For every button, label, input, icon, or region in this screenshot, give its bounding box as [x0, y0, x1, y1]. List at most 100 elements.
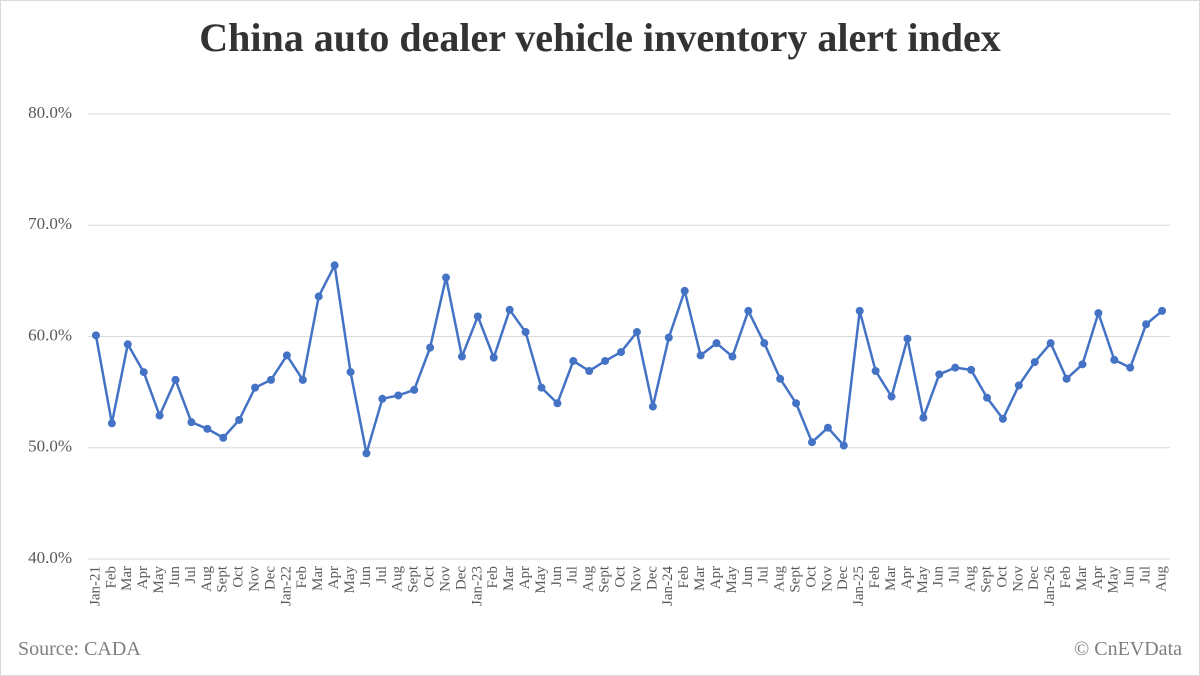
data-point: [426, 343, 435, 352]
x-tick-label: Apr: [899, 566, 915, 589]
data-point: [91, 331, 100, 340]
x-tick-label: Nov: [437, 566, 453, 592]
data-point: [1094, 309, 1103, 318]
data-point: [935, 370, 944, 379]
x-tick-label: Aug: [199, 566, 215, 592]
data-point: [394, 391, 403, 400]
data-point: [1046, 339, 1055, 348]
x-tick-label: Jan-22: [278, 566, 294, 606]
data-point: [505, 305, 514, 314]
x-tick-label: Jul: [947, 566, 963, 584]
data-point: [1142, 320, 1151, 329]
x-tick-label: Aug: [390, 566, 406, 592]
x-tick-label: Jul: [756, 566, 772, 584]
data-point: [219, 433, 228, 442]
x-tick-label: Mar: [883, 566, 899, 591]
x-tick-label: Oct: [422, 565, 438, 587]
x-tick-label: Jun: [167, 566, 183, 587]
data-point: [823, 423, 832, 432]
x-tick-label: Apr: [135, 566, 151, 589]
x-tick-label: Apr: [1090, 566, 1106, 589]
data-point: [282, 351, 291, 360]
x-tick-label: Oct: [994, 565, 1010, 587]
data-point: [442, 273, 451, 282]
data-point: [362, 449, 371, 458]
x-tick-label: Nov: [819, 566, 835, 592]
x-tick-label: Dec: [1026, 566, 1042, 590]
data-point: [903, 334, 912, 343]
data-point: [983, 393, 992, 402]
data-point: [107, 419, 116, 428]
x-tick-label: Feb: [1058, 566, 1074, 589]
x-tick-label: May: [342, 566, 358, 594]
x-tick-label: Mar: [692, 566, 708, 591]
data-point: [521, 328, 530, 337]
data-point: [489, 353, 498, 362]
x-tick-label: Sept: [597, 565, 613, 593]
x-tick-label: May: [1106, 566, 1122, 594]
credit: © CnEVData: [1074, 638, 1182, 660]
x-tick-label: Jan-24: [660, 566, 676, 606]
x-tick-label: Jul: [565, 566, 581, 584]
data-point: [585, 366, 594, 375]
data-point: [298, 375, 307, 384]
x-tick-label: Mar: [501, 566, 517, 591]
x-tick-label: Aug: [772, 566, 788, 592]
x-tick-label: Dec: [644, 566, 660, 590]
x-tick-label: Jun: [549, 566, 565, 587]
x-tick-label: Jun: [740, 566, 756, 587]
data-point: [696, 351, 705, 360]
x-tick-label: Mar: [119, 566, 135, 591]
x-tick-label: Jun: [1122, 566, 1138, 587]
x-tick-label: Jun: [358, 566, 374, 587]
x-tick-label: Aug: [1153, 566, 1169, 592]
data-point: [171, 375, 180, 384]
data-point: [760, 339, 769, 348]
data-point: [457, 352, 466, 361]
data-point: [744, 306, 753, 315]
data-point: [839, 441, 848, 450]
data-point: [792, 399, 801, 408]
data-point: [330, 261, 339, 270]
x-tick-label: Nov: [628, 566, 644, 592]
data-point: [537, 383, 546, 392]
x-tick-label: Jul: [374, 566, 390, 584]
data-point: [251, 383, 260, 392]
x-tick-label: Oct: [803, 565, 819, 587]
data-point: [203, 424, 212, 433]
y-tick-label: 50.0%: [28, 437, 72, 456]
data-point: [1062, 374, 1071, 383]
x-tick-label: Nov: [1010, 566, 1026, 592]
data-point: [378, 394, 387, 403]
data-point: [680, 286, 689, 295]
y-tick-label: 70.0%: [28, 214, 72, 233]
x-tick-label: Oct: [231, 565, 247, 587]
x-tick-label: Feb: [294, 566, 310, 589]
x-tick-label: Jul: [183, 566, 199, 584]
x-tick-label: Oct: [612, 565, 628, 587]
data-point: [187, 418, 196, 427]
source: Source: CADA: [18, 638, 141, 660]
data-point: [855, 306, 864, 315]
x-tick-label: May: [533, 566, 549, 594]
x-tick-label: Aug: [581, 566, 597, 592]
data-point: [1126, 363, 1135, 372]
x-tick-label: Apr: [517, 566, 533, 589]
data-point: [617, 348, 626, 357]
data-point: [155, 411, 164, 420]
data-point: [473, 312, 482, 321]
data-point: [887, 392, 896, 401]
data-point: [553, 399, 562, 408]
x-tick-label: Nov: [247, 566, 263, 592]
x-tick-label: Aug: [963, 566, 979, 592]
y-tick-label: 40.0%: [28, 548, 72, 567]
data-point: [712, 339, 721, 348]
x-tick-label: Jan-23: [469, 566, 485, 606]
data-point: [632, 328, 641, 337]
x-tick-label: Dec: [262, 566, 278, 590]
data-point: [1158, 306, 1167, 315]
data-point: [266, 375, 275, 384]
y-tick-label: 80.0%: [28, 103, 72, 122]
data-point: [1078, 360, 1087, 369]
